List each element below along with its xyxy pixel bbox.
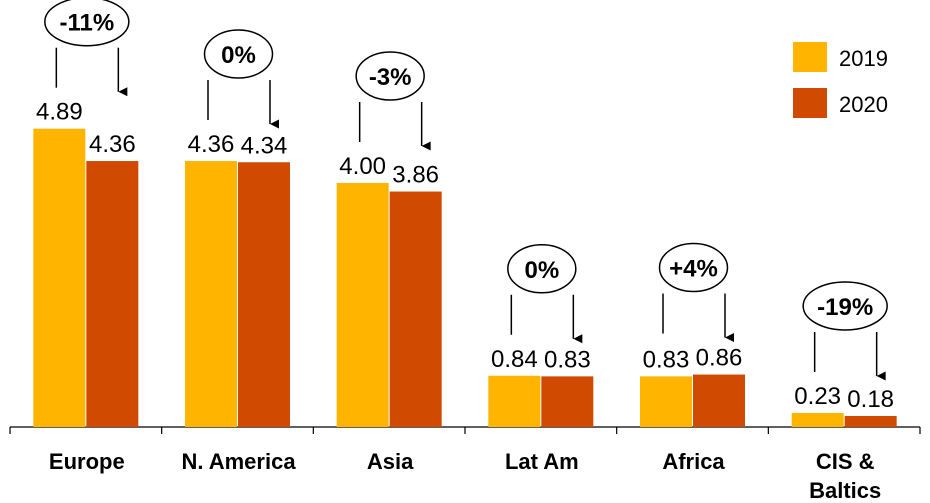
bar-2019 (336, 183, 389, 427)
bar-2020 (238, 162, 290, 427)
change-callout-ellipse (658, 242, 729, 293)
x-tick-label-line: Asia (367, 449, 414, 474)
x-tick-label-line: Africa (662, 449, 725, 474)
change-callout-label: +4% (669, 256, 718, 283)
data-label-2020: 4.34 (241, 132, 288, 159)
bar-2019 (488, 375, 541, 427)
data-label-2019: 4.00 (339, 153, 386, 180)
data-label-2019: 0.23 (794, 383, 841, 410)
x-tick-label: Asia (367, 449, 414, 474)
data-label-2020: 4.36 (89, 131, 136, 158)
x-tick-label: Lat Am (505, 449, 579, 474)
change-callout-ellipse (44, 0, 130, 47)
data-label-2019: 4.36 (188, 131, 235, 158)
legend-swatch-2019 (793, 42, 827, 72)
bar-2020 (389, 191, 442, 427)
x-tick-label-line: N. America (181, 449, 296, 474)
x-tick-label: Europe (49, 449, 125, 474)
data-label-2020: 0.86 (696, 345, 743, 372)
bar-2019 (791, 412, 844, 427)
x-tick-label: N. America (181, 449, 296, 474)
x-tick-label-line: Lat Am (505, 449, 579, 474)
bar-2020 (86, 161, 139, 428)
bar-2020 (541, 376, 594, 427)
bar-2020 (693, 374, 745, 427)
change-callout-ellipse (355, 51, 425, 101)
change-callout-ellipse (802, 281, 888, 331)
x-tick-label: CIS & Baltics (809, 449, 881, 503)
change-callout-ellipse (507, 244, 577, 294)
x-tick-label: Africa (662, 449, 725, 474)
data-label-2020: 0.18 (847, 386, 894, 413)
change-callout-label: -19% (817, 294, 873, 321)
change-callout-label: 0% (524, 257, 559, 284)
legend-label-2020: 2020 (839, 92, 888, 117)
x-tick-label-line: Baltics (809, 478, 881, 503)
data-label-2020: 3.86 (392, 162, 439, 189)
x-tick-label-line: CIS & (816, 449, 875, 474)
bar-2019 (33, 128, 86, 427)
legend-swatch-2020 (793, 88, 827, 118)
data-label-2019: 0.83 (643, 346, 690, 373)
data-label-2020: 0.83 (544, 346, 591, 373)
legend-label-2019: 2019 (839, 46, 888, 71)
data-label-2019: 0.84 (491, 346, 538, 373)
bar-2020 (844, 416, 897, 427)
change-callout-ellipse (203, 29, 274, 79)
change-callout-label: 0% (221, 42, 256, 69)
x-tick-label-line: Europe (49, 449, 125, 474)
data-label-2019: 4.89 (36, 99, 83, 126)
change-callout-label: -3% (369, 64, 412, 91)
change-callout-label: -11% (59, 10, 114, 37)
bar-2019 (640, 376, 692, 427)
bar-2019 (185, 161, 237, 428)
